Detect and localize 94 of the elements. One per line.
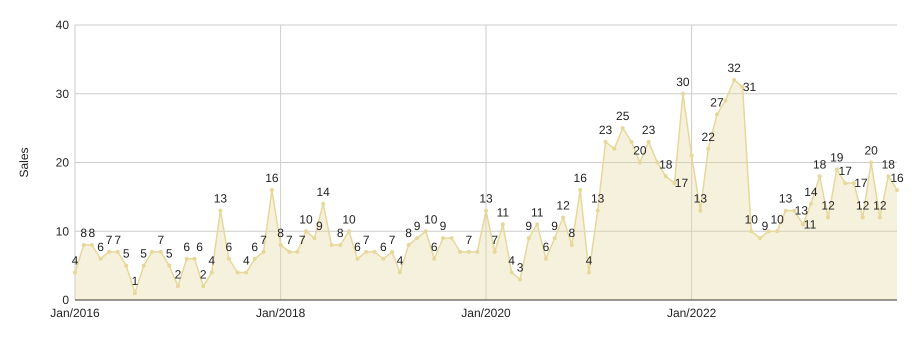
data-label: 8 <box>405 226 412 240</box>
data-label: 11 <box>804 217 817 232</box>
data-label: 16 <box>265 171 279 185</box>
data-label: 13 <box>778 192 793 206</box>
data-label: 13 <box>794 204 808 218</box>
data-label: 14 <box>804 184 818 199</box>
data-label: 2 <box>200 267 207 282</box>
data-label: 7 <box>106 232 113 247</box>
data-label: 17 <box>854 176 868 190</box>
data-label: 4 <box>586 254 593 268</box>
data-label: 13 <box>694 192 708 206</box>
data-label: 6 <box>97 240 104 254</box>
data-label: 32 <box>727 61 742 75</box>
data-label: 7 <box>286 232 294 247</box>
data-label: 5 <box>166 246 173 261</box>
data-label: 12 <box>873 198 887 212</box>
data-label: 6 <box>183 240 190 254</box>
data-label: 25 <box>616 109 630 124</box>
data-label: 9 <box>414 219 421 234</box>
y-tick-label: 10 <box>56 224 70 238</box>
data-label: 18 <box>812 157 827 172</box>
data-label: 7 <box>362 232 370 247</box>
data-label: 8 <box>568 226 576 240</box>
data-label: 4 <box>508 254 516 268</box>
data-label: 4 <box>242 254 250 268</box>
x-tick-label: Jan/2022 <box>666 306 717 320</box>
y-axis-title: Sales <box>17 147 31 178</box>
data-label: 11 <box>496 205 510 220</box>
data-label: 20 <box>633 144 647 158</box>
data-label: 13 <box>591 192 605 206</box>
data-label: 13 <box>479 192 493 206</box>
data-label: 6 <box>430 240 438 254</box>
data-label: 7 <box>298 232 306 247</box>
data-label: 9 <box>316 219 324 234</box>
data-label: 6 <box>354 240 362 254</box>
data-label: 6 <box>226 240 233 254</box>
data-label: 2 <box>174 267 182 282</box>
data-label: 30 <box>676 74 690 89</box>
data-label: 11 <box>530 205 544 220</box>
x-tick-label: Jan/2016 <box>50 306 100 320</box>
data-label: 7 <box>114 232 122 247</box>
data-label: 10 <box>299 212 313 226</box>
y-tick-label: 40 <box>56 18 70 32</box>
data-label: 10 <box>342 212 356 226</box>
data-label: 9 <box>762 219 769 234</box>
data-label: 5 <box>140 246 148 261</box>
data-label: 9 <box>525 219 532 234</box>
data-label: 23 <box>642 122 656 137</box>
data-label: 12 <box>556 198 570 212</box>
x-tick-label: Jan/2018 <box>256 306 306 320</box>
y-tick-label: 20 <box>56 156 70 170</box>
data-label: 17 <box>674 176 688 190</box>
data-label: 16 <box>890 171 904 185</box>
data-label: 8 <box>277 226 284 240</box>
data-label: 6 <box>196 240 204 254</box>
data-label: 6 <box>542 240 550 254</box>
data-label: 4 <box>208 254 216 268</box>
data-label: 19 <box>830 150 844 164</box>
data-label: 22 <box>702 130 716 144</box>
data-label: 12 <box>856 198 870 212</box>
x-tick-label: Jan/2020 <box>461 306 512 320</box>
data-label: 6 <box>251 240 258 254</box>
y-tick-label: 0 <box>62 293 70 308</box>
data-label: 6 <box>380 240 387 254</box>
data-label: 8 <box>80 226 88 240</box>
data-label: 7 <box>465 232 472 247</box>
data-label: 12 <box>821 198 836 212</box>
data-label: 10 <box>744 212 758 226</box>
data-label: 7 <box>491 232 498 247</box>
data-label: 14 <box>316 184 330 199</box>
data-label: 9 <box>440 219 447 234</box>
data-label: 9 <box>551 219 558 234</box>
data-label: 8 <box>88 226 96 240</box>
data-label: 7 <box>157 232 164 247</box>
data-label: 8 <box>336 226 344 240</box>
data-label: 17 <box>838 164 852 178</box>
data-label: 7 <box>260 232 268 247</box>
data-label: 18 <box>882 157 896 172</box>
data-label: 7 <box>388 232 396 247</box>
y-tick-label: 30 <box>56 86 70 101</box>
data-label: 20 <box>864 144 878 158</box>
data-label: 10 <box>770 212 784 226</box>
data-label: 5 <box>122 246 130 261</box>
data-label: 10 <box>424 212 438 226</box>
data-label: 13 <box>214 192 228 206</box>
data-label: 3 <box>516 260 524 274</box>
data-label: 4 <box>396 254 404 268</box>
data-label: 4 <box>72 254 79 268</box>
data-label: 23 <box>598 122 613 137</box>
data-label: 16 <box>574 171 588 185</box>
data-label: 27 <box>710 95 724 110</box>
data-label: 18 <box>659 157 673 172</box>
data-label: 1 <box>132 274 139 288</box>
data-label: 31 <box>742 80 757 94</box>
